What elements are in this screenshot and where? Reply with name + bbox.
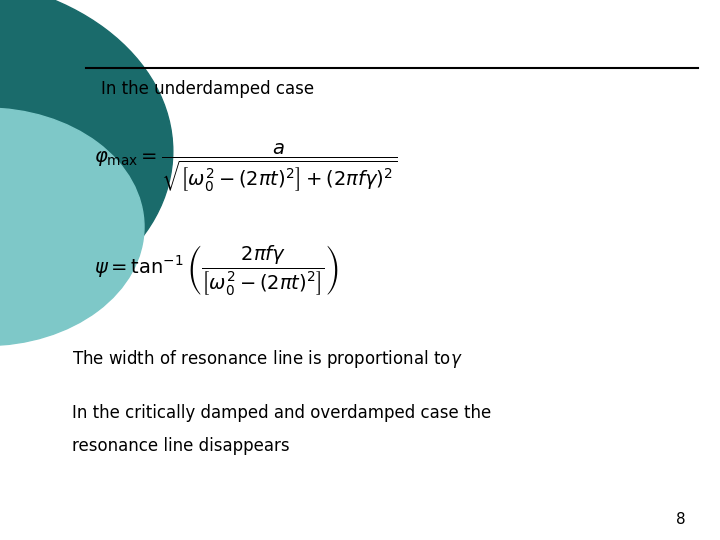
Text: $\varphi_{\mathrm{max}} = \dfrac{a}{\sqrt{\left[\omega_0^2-(2\pi t)^2\right]+(2\: $\varphi_{\mathrm{max}} = \dfrac{a}{\sqr… [94, 141, 397, 193]
Circle shape [0, 108, 144, 346]
Text: In the critically damped and overdamped case the: In the critically damped and overdamped … [72, 404, 491, 422]
Text: resonance line disappears: resonance line disappears [72, 437, 289, 455]
Text: 8: 8 [675, 512, 685, 527]
Text: $\psi = \tan^{-1}\left(\dfrac{2\pi f\gamma}{\left[\omega_0^2-(2\pi t)^2\right]}\: $\psi = \tan^{-1}\left(\dfrac{2\pi f\gam… [94, 243, 338, 297]
Circle shape [0, 0, 173, 324]
Text: The width of resonance line is proportional to$\gamma$: The width of resonance line is proportio… [72, 348, 462, 370]
Text: In the underdamped case: In the underdamped case [101, 80, 314, 98]
